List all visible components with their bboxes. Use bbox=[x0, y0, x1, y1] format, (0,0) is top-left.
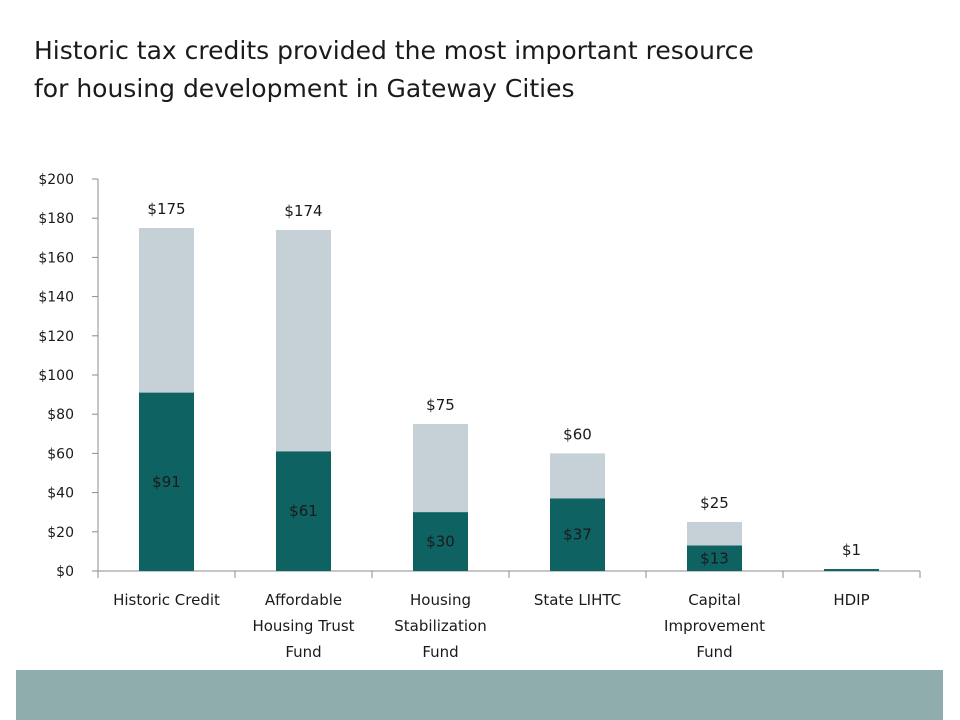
bar-inner bbox=[139, 392, 194, 571]
bar-inner bbox=[824, 569, 879, 571]
bar-inner bbox=[550, 498, 605, 571]
y-tick-label: $200 bbox=[38, 172, 74, 188]
inner-data-label: $30 bbox=[426, 533, 455, 551]
y-tick-label: $180 bbox=[38, 211, 74, 227]
title-line-1: Historic tax credits provided the most i… bbox=[34, 36, 754, 65]
bars bbox=[139, 228, 879, 571]
total-data-label: $1 bbox=[842, 541, 861, 559]
x-tick-label: Capital Improvement Fund bbox=[664, 591, 765, 661]
x-tick-label: Affordable Housing Trust Fund bbox=[252, 591, 354, 661]
bar-chart: $0 $20 $40 $60 $80 $100 $120 $140 $160 $180 $200 H… bbox=[38, 172, 921, 661]
page-title: Historic tax credits provided the most i… bbox=[34, 32, 914, 108]
x-tick-label: State LIHTC bbox=[534, 591, 621, 609]
bar-inner bbox=[687, 545, 742, 571]
y-tick-label: $20 bbox=[47, 525, 74, 541]
inner-data-label: $13 bbox=[700, 549, 729, 567]
inner-data-label: $61 bbox=[289, 502, 318, 520]
y-tick-label: $140 bbox=[38, 290, 74, 306]
x-tick-label: Historic Credit bbox=[113, 591, 220, 609]
y-tick-label: $0 bbox=[56, 564, 74, 580]
total-data-label: $75 bbox=[426, 396, 455, 414]
y-tick-label: $120 bbox=[38, 329, 74, 345]
bar-inner bbox=[413, 512, 468, 571]
total-data-label: $175 bbox=[147, 200, 185, 218]
x-tick-label: Housing Stabilization Fund bbox=[394, 591, 486, 661]
y-axis: $0 $20 $40 $60 $80 $100 $120 $140 $160 $180 $200 bbox=[38, 172, 99, 580]
inner-data-label: $91 bbox=[152, 473, 181, 491]
total-data-label: $25 bbox=[700, 494, 729, 512]
inner-data-label: $37 bbox=[563, 526, 592, 544]
total-data-label: $174 bbox=[284, 202, 322, 220]
y-tick-label: $60 bbox=[47, 446, 74, 462]
title-line-2: for housing development in Gateway Citie… bbox=[34, 74, 575, 103]
y-tick-label: $80 bbox=[47, 407, 74, 423]
y-tick-label: $100 bbox=[38, 368, 74, 384]
footer-band bbox=[16, 670, 943, 720]
y-tick-label: $160 bbox=[38, 250, 74, 266]
x-tick-label: HDIP bbox=[833, 591, 869, 609]
data-labels: $175 $91 $174 $61 $75 $30 $60 $37 $25 $13 $1 bbox=[147, 200, 861, 567]
y-tick-label: $40 bbox=[47, 486, 74, 502]
bar-inner bbox=[276, 451, 331, 571]
total-data-label: $60 bbox=[563, 425, 592, 443]
x-axis: Historic Credit Affordable Housing Trust Fu… bbox=[97, 570, 921, 661]
